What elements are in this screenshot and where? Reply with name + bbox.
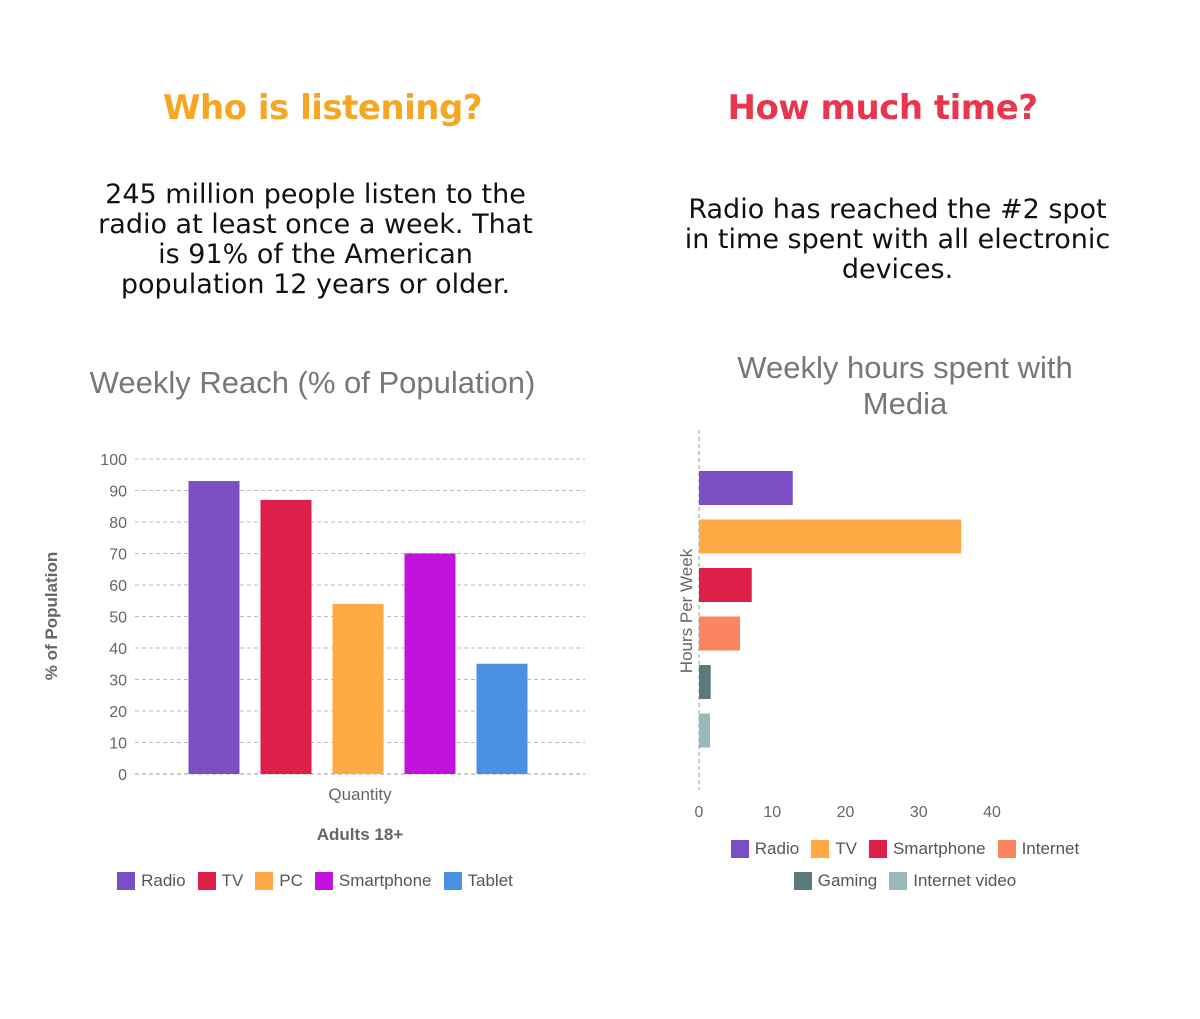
bar-tv <box>260 499 312 774</box>
bar-smartphone <box>404 553 456 774</box>
reach-legend-item-smartphone[interactable]: Smartphone <box>314 871 432 891</box>
legend-swatch <box>117 872 136 890</box>
y-tick-label: 100 <box>100 452 127 469</box>
y-tick-label: 40 <box>109 641 127 658</box>
bar-smartphone <box>699 568 752 602</box>
legend-label: Internet <box>1021 839 1080 858</box>
legend-swatch <box>314 872 333 890</box>
legend-swatch <box>811 840 830 858</box>
reach-legend-item-radio[interactable]: Radio <box>117 871 186 891</box>
legend-swatch <box>197 872 216 890</box>
hours-legend-item-internet[interactable]: Internet <box>997 839 1080 859</box>
legend-swatch <box>997 840 1016 858</box>
listener-reach-description: 245 million people listen to the radio a… <box>98 179 533 300</box>
y-tick-label: 30 <box>109 673 127 690</box>
weekly-hours-chart-title: Weekly hours spent with Media <box>737 350 1073 421</box>
y-tick-label: 50 <box>109 610 127 627</box>
category-label: Adults 18+ <box>317 825 404 844</box>
x-tick-label: 0 <box>695 804 704 821</box>
section-heading-who-is-listening: Who is listening? <box>162 88 483 128</box>
hours-legend-item-gaming[interactable]: Gaming <box>793 871 878 891</box>
legend-label: PC <box>279 871 303 890</box>
y-tick-label: 90 <box>109 484 127 501</box>
x-tick-label: 10 <box>763 804 781 821</box>
reach-legend-item-tablet[interactable]: Tablet <box>443 871 513 891</box>
weekly-reach-chart-title: Weekly Reach (% of Population) <box>89 365 536 400</box>
y-tick-label: 10 <box>109 736 127 753</box>
y-tick-label: 60 <box>109 578 127 595</box>
reach-legend-item-tv[interactable]: TV <box>197 871 244 891</box>
legend-label: TV <box>835 839 857 858</box>
legend-label: TV <box>221 871 244 890</box>
bar-radio <box>188 481 240 774</box>
legend-label: Smartphone <box>338 871 432 890</box>
legend-label: Gaming <box>817 871 878 890</box>
hours-legend-item-smartphone[interactable]: Smartphone <box>868 839 986 859</box>
legend-swatch <box>868 840 887 858</box>
section-heading-how-much-time: How much time? <box>727 88 1038 128</box>
legend-swatch <box>889 872 908 890</box>
bar-pc <box>332 603 384 774</box>
reach-legend-item-pc[interactable]: PC <box>255 871 303 891</box>
hours-legend-item-radio[interactable]: Radio <box>730 839 800 859</box>
y-axis-label: Hours Per Week <box>677 548 696 673</box>
bar-gaming <box>699 665 711 699</box>
legend-label: Internet video <box>913 871 1017 890</box>
legend-label: Tablet <box>467 871 513 890</box>
hours-legend-item-tv[interactable]: TV <box>811 839 857 859</box>
legend-label: Smartphone <box>892 839 986 858</box>
x-axis-label: Quantity <box>328 785 392 804</box>
bar-internet-video <box>699 713 710 748</box>
legend-swatch <box>443 872 462 890</box>
x-tick-label: 30 <box>910 804 928 821</box>
y-tick-label: 20 <box>109 704 127 721</box>
legend-swatch <box>793 872 812 890</box>
bar-radio <box>699 471 793 505</box>
weekly-hours-legend: Radio TV Smartphone Internet Gaming Internet … <box>700 839 1110 891</box>
y-tick-label: 80 <box>109 515 127 532</box>
legend-label: Radio <box>754 839 800 858</box>
x-tick-label: 20 <box>837 804 855 821</box>
hours-legend-item-internet-video[interactable]: Internet video <box>889 871 1016 891</box>
y-tick-label: 0 <box>118 767 127 784</box>
time-spent-description: Radio has reached the #2 spot in time sp… <box>684 194 1111 285</box>
x-tick-label: 40 <box>983 804 1001 821</box>
y-tick-label: 70 <box>109 547 127 564</box>
weekly-reach-legend: Radio TV PC Smartphone Tablet <box>80 871 550 891</box>
bar-tablet <box>476 663 528 774</box>
bar-tv <box>699 519 962 554</box>
bar-internet <box>699 616 741 651</box>
y-axis-label: % of Population <box>42 552 61 680</box>
legend-swatch <box>255 872 274 890</box>
legend-swatch <box>730 840 749 858</box>
legend-label: Radio <box>141 871 186 890</box>
